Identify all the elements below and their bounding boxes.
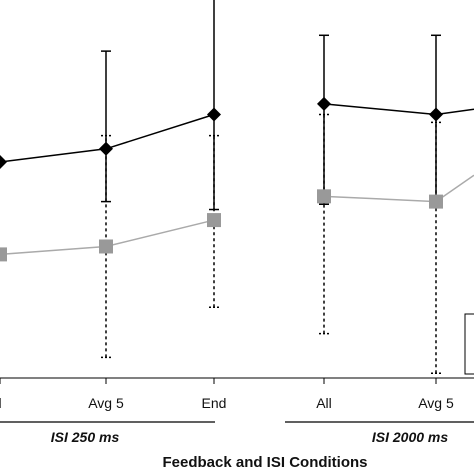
- plot-area: [0, 0, 474, 374]
- error-bar-s1-3: [319, 113, 329, 335]
- error-bar-s1-4: [431, 121, 441, 374]
- legend-box: [464, 313, 474, 375]
- x-axis-ticks: [0, 378, 437, 384]
- x-tick-label-2: End: [202, 395, 227, 411]
- group-label-1: ISI 2000 ms: [372, 429, 448, 445]
- data-point-s1-1: [99, 239, 113, 254]
- series-line-1-group-1: [323, 174, 474, 203]
- data-point-s0-0: [0, 155, 7, 169]
- x-axis-tick-labels: l Avg 5 End All Avg 5: [0, 395, 454, 411]
- x-tick-label-4: Avg 5: [418, 395, 454, 411]
- data-point-s0-1: [99, 141, 113, 156]
- data-point-s1-4: [429, 194, 443, 209]
- series-line-0-group-1: [323, 103, 474, 116]
- data-point-s1-3: [317, 189, 331, 204]
- x-tick-label-1: Avg 5: [88, 395, 124, 411]
- x-tick-label-3: All: [316, 395, 332, 411]
- error-bar-s0-1: [101, 50, 111, 203]
- x-tick-label-0: l: [0, 395, 2, 411]
- data-point-s0-4: [429, 107, 443, 122]
- x-axis-title: Feedback and ISI Conditions: [162, 454, 367, 471]
- data-point-s1-0: [0, 247, 7, 262]
- group-label-0: ISI 250 ms: [51, 429, 120, 445]
- data-point-s1-2: [207, 213, 221, 228]
- data-point-s0-3: [317, 96, 331, 111]
- group-labels: ISI 250 ms ISI 2000 ms: [51, 429, 449, 445]
- error-bar-s0-2: [209, 0, 219, 211]
- data-point-s0-2: [207, 107, 221, 122]
- error-bar-s0-3: [319, 34, 329, 205]
- series-line-0-group-0: [0, 113, 215, 163]
